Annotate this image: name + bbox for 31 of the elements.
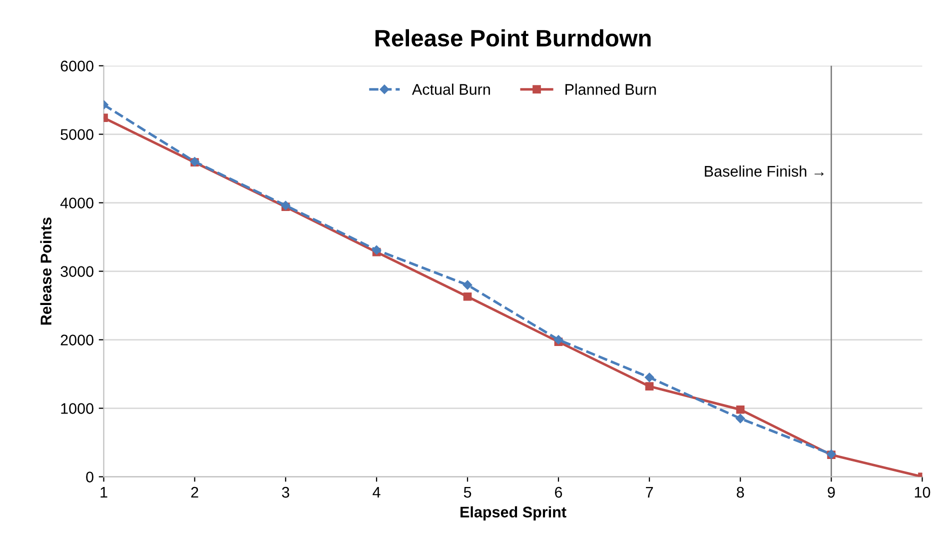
x-tick-label: 2 xyxy=(191,486,198,498)
x-tick-label: 1 xyxy=(100,487,108,498)
point xyxy=(372,245,382,255)
point xyxy=(645,382,654,391)
x-tick-label: 5 xyxy=(464,487,472,498)
x-tick-label: 9 xyxy=(828,486,835,498)
point xyxy=(462,280,472,290)
y-tick-label: 1000 xyxy=(61,403,94,414)
x-tick-label: 6 xyxy=(554,486,562,498)
x-tick-label: 8 xyxy=(736,486,744,498)
point xyxy=(736,414,745,424)
x-tick-label: 3 xyxy=(282,486,290,498)
y-axis-title: Release Points xyxy=(40,218,52,325)
point xyxy=(736,405,745,414)
x-tick-label: 4 xyxy=(372,487,380,498)
legend-label: Actual Burn xyxy=(412,84,490,95)
y-tick-label: 6000 xyxy=(60,60,94,72)
y-tick-label: 0 xyxy=(86,472,94,482)
ref-line-label: Baseline Finish → xyxy=(704,166,824,177)
y-tick-label: 3000 xyxy=(60,266,94,277)
chart-title: Release Point Burndown xyxy=(376,29,651,47)
point xyxy=(644,372,654,382)
x-tick-label: 10 xyxy=(914,486,930,498)
point xyxy=(463,292,472,301)
y-tick-label: 2000 xyxy=(60,334,94,346)
y-tick-label: 4000 xyxy=(60,198,94,208)
x-axis-title: Elapsed Sprint xyxy=(460,506,566,521)
y-tick-label: 5000 xyxy=(60,129,94,140)
x-tick-label: 7 xyxy=(646,487,653,498)
legend-label: Planned Burn xyxy=(566,84,656,95)
point xyxy=(554,335,564,344)
